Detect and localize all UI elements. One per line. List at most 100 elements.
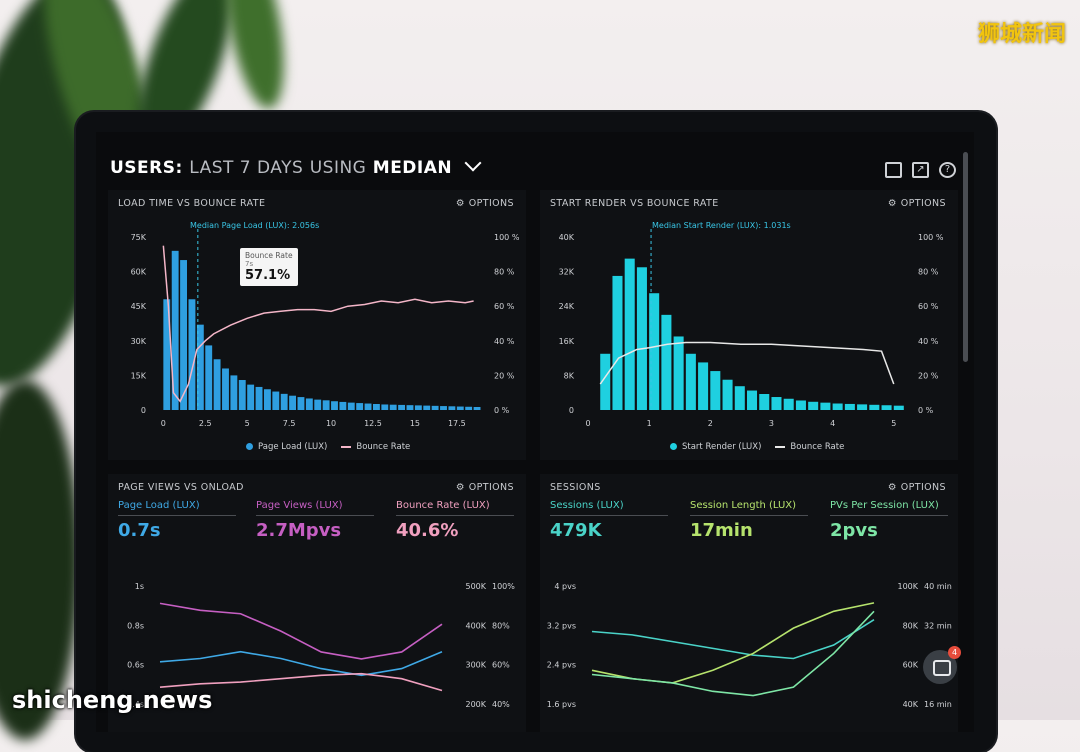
y-right-tick: 60 % bbox=[494, 302, 515, 311]
x-tick: 15 bbox=[410, 419, 420, 428]
x-tick: 3 bbox=[769, 419, 774, 428]
x-tick: 4 bbox=[830, 419, 835, 428]
bar bbox=[710, 371, 721, 410]
metric-value: 17min bbox=[690, 520, 753, 541]
bar bbox=[844, 403, 855, 410]
title-using: USING bbox=[309, 158, 367, 178]
bar bbox=[431, 405, 439, 410]
x-tick: 2 bbox=[708, 419, 713, 428]
bar bbox=[612, 275, 623, 410]
metric-bounce-rate[interactable]: Bounce Rate (LUX) 40.6% bbox=[396, 500, 514, 541]
legend-item-page-load[interactable]: Page Load (LUX) bbox=[246, 442, 327, 452]
header-icons: ↗ ? bbox=[885, 162, 956, 178]
bar bbox=[247, 384, 255, 410]
y-left-tick: 0.4s bbox=[127, 700, 144, 709]
bar bbox=[364, 403, 372, 410]
y-left-tick: 1s bbox=[135, 582, 144, 591]
y-left-tick: 40K bbox=[559, 233, 575, 242]
bar bbox=[722, 379, 733, 410]
legend-label: Bounce Rate bbox=[356, 442, 411, 452]
bar bbox=[661, 314, 672, 410]
bar bbox=[624, 258, 635, 410]
bar bbox=[423, 405, 431, 410]
series-line bbox=[591, 610, 875, 697]
y-left-tick: 32K bbox=[559, 268, 575, 277]
bar bbox=[213, 359, 221, 410]
metric-page-load[interactable]: Page Load (LUX) 0.7s bbox=[118, 500, 236, 541]
legend-item-start-render[interactable]: Start Render (LUX) bbox=[670, 442, 761, 452]
monitor-icon[interactable] bbox=[885, 162, 902, 178]
y-left-tick: 4 pvs bbox=[554, 582, 576, 591]
panel-sessions: SESSIONS ⚙ OPTIONS Sessions (LUX) 479K Se… bbox=[540, 474, 958, 732]
bar bbox=[440, 406, 447, 410]
y-left-tick: 60K bbox=[131, 268, 147, 277]
bounce-rate-line bbox=[162, 245, 474, 403]
watermark-url: shicheng.news bbox=[12, 686, 213, 714]
metric-label: Sessions (LUX) bbox=[550, 500, 668, 516]
legend-item-bounce[interactable]: Bounce Rate bbox=[341, 442, 410, 452]
bar bbox=[456, 406, 464, 410]
bar bbox=[372, 404, 380, 410]
legend-item-bounce[interactable]: Bounce Rate bbox=[775, 442, 844, 452]
bar bbox=[857, 404, 868, 410]
metric-session-length[interactable]: Session Length (LUX) 17min bbox=[690, 500, 808, 541]
legend-swatch bbox=[670, 443, 677, 450]
series-line bbox=[159, 672, 443, 692]
tooltip-sub: 7s bbox=[245, 260, 254, 268]
page-views-chart: 1s 0.8s 0.6s 0.4s 500K 400K 300K 200K 100% 80% 60%… bbox=[127, 582, 515, 709]
bar bbox=[869, 404, 880, 410]
scrollbar[interactable] bbox=[963, 152, 968, 362]
metric-label: Page Views (LUX) bbox=[256, 500, 374, 516]
chat-button[interactable]: 4 bbox=[923, 646, 961, 684]
bar bbox=[196, 324, 204, 410]
y-left-tick: 45K bbox=[131, 302, 147, 311]
y-right-tick: 16 min bbox=[924, 700, 952, 709]
metric-value: 40.6% bbox=[396, 520, 459, 541]
bar bbox=[473, 407, 481, 410]
options-button[interactable]: ⚙ OPTIONS bbox=[888, 198, 946, 209]
tooltip: Bounce Rate 7s 57.1% bbox=[240, 248, 298, 286]
y-right-tick: 0 % bbox=[918, 406, 934, 415]
series-line bbox=[591, 602, 875, 684]
dashboard-screen: USERS: LAST 7 DAYS USING MEDIAN ↗ ? LOAD… bbox=[96, 132, 974, 732]
y-left-tick: 30K bbox=[131, 337, 147, 346]
y-left-tick: 15K bbox=[131, 371, 147, 380]
chevron-down-icon[interactable] bbox=[464, 154, 482, 172]
y-right-tick: 20 % bbox=[918, 371, 939, 380]
y-mid-tick: 300K bbox=[465, 661, 486, 670]
metric-pvs-per-session[interactable]: PVs Per Session (LUX) 2pvs bbox=[830, 500, 948, 541]
y-right-tick: 40% bbox=[492, 700, 510, 709]
panel-title: SESSIONS bbox=[550, 482, 601, 493]
bar bbox=[398, 404, 406, 410]
y-left-tick: 8K bbox=[564, 371, 575, 380]
bar bbox=[893, 405, 904, 410]
x-tick: 0 bbox=[161, 419, 166, 428]
options-button[interactable]: ⚙ OPTIONS bbox=[456, 482, 514, 493]
bar bbox=[734, 386, 745, 410]
gear-icon: ⚙ bbox=[455, 482, 465, 493]
options-label: OPTIONS bbox=[468, 482, 514, 493]
options-button[interactable]: ⚙ OPTIONS bbox=[888, 482, 946, 493]
x-tick: 12.5 bbox=[364, 419, 382, 428]
help-icon[interactable]: ? bbox=[939, 162, 956, 178]
y-mid-tick: 80K bbox=[903, 621, 919, 630]
metric-label: Page Load (LUX) bbox=[118, 500, 236, 516]
y-right-tick: 32 min bbox=[924, 621, 952, 630]
bar bbox=[771, 397, 782, 410]
x-tick: 10 bbox=[326, 419, 336, 428]
x-tick: 1 bbox=[647, 419, 652, 428]
metric-page-views[interactable]: Page Views (LUX) 2.7Mpvs bbox=[256, 500, 374, 541]
options-button[interactable]: ⚙ OPTIONS bbox=[456, 198, 514, 209]
y-left-tick: 0.6s bbox=[127, 661, 144, 670]
dashboard-title[interactable]: USERS: LAST 7 DAYS USING MEDIAN bbox=[110, 154, 482, 178]
y-right-tick: 100 % bbox=[494, 233, 520, 242]
bar bbox=[832, 403, 843, 410]
metric-sessions[interactable]: Sessions (LUX) 479K bbox=[550, 500, 668, 541]
bar bbox=[188, 299, 196, 410]
legend: Page Load (LUX) Bounce Rate bbox=[246, 442, 410, 452]
title-method: MEDIAN bbox=[372, 158, 453, 178]
bar bbox=[783, 398, 794, 410]
bar bbox=[171, 250, 179, 410]
chart-icon[interactable]: ↗ bbox=[912, 162, 929, 178]
title-main: USERS: bbox=[110, 158, 183, 178]
